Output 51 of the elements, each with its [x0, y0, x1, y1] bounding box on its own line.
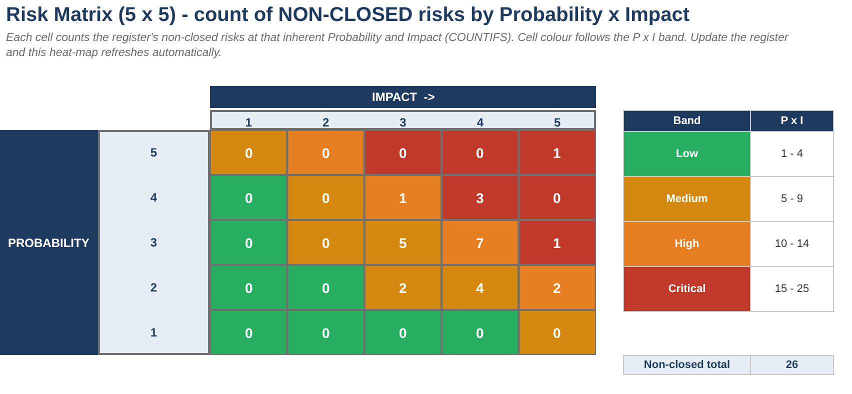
- data-label: 0: [553, 190, 561, 206]
- data-label: 3: [476, 190, 484, 206]
- data-label: 0: [245, 190, 253, 206]
- data-label: 0: [476, 145, 484, 161]
- data-label: 0: [245, 235, 253, 251]
- category-label: High: [624, 222, 750, 266]
- y-tick-label: 2: [150, 280, 158, 295]
- data-label: 0: [476, 325, 484, 341]
- x-tick-label: 5: [554, 116, 562, 130]
- data-label: 0: [322, 280, 330, 296]
- category-label: Low: [624, 132, 750, 176]
- x-axis-title: IMPACT ->: [372, 90, 435, 104]
- text: Band: [624, 110, 750, 132]
- category-label: Critical: [624, 266, 750, 312]
- y-tick-label: 1: [150, 326, 158, 340]
- data-label: 1: [553, 235, 561, 251]
- data-label: 4: [476, 280, 484, 296]
- data-label: 0: [322, 325, 330, 341]
- text: 10 - 14: [774, 238, 810, 250]
- data-label: 0: [553, 325, 561, 341]
- text: 1 - 4: [780, 148, 803, 160]
- data-label: 0: [245, 325, 253, 341]
- data-label: 2: [399, 280, 407, 296]
- data-label: 0: [322, 235, 330, 251]
- data-label: 7: [476, 235, 484, 251]
- y-axis-title: PROBABILITY: [8, 236, 90, 250]
- text: Non-closed total: [624, 356, 750, 374]
- data-label: 5: [399, 235, 407, 251]
- data-label: 0: [245, 145, 253, 161]
- x-tick-label: 2: [322, 116, 330, 130]
- y-tick-label: 4: [150, 190, 158, 205]
- data-label: 0: [245, 280, 253, 296]
- text: P x I: [750, 110, 834, 132]
- data-label: 0: [322, 190, 330, 206]
- chart-subtitle: Each cell counts the register's non-closed risks at that inherent Probability and Impact (COUNTIFS). Cell colour follows the P x I band. Update the register and this heat-map refreshes automatically.: [6, 31, 790, 61]
- text: 15 - 25: [774, 283, 810, 295]
- category-label: Medium: [624, 176, 750, 222]
- text: 5 - 9: [780, 193, 803, 205]
- data-label: 1: [553, 145, 561, 161]
- x-tick-label: 3: [400, 116, 407, 130]
- data-label: 0: [399, 325, 407, 341]
- data-label: 1: [399, 190, 407, 206]
- y-tick-label: 3: [150, 236, 158, 250]
- text: 26: [750, 356, 834, 374]
- data-label: 2: [553, 280, 561, 296]
- data-label: 0: [322, 145, 330, 161]
- y-tick-label: 5: [150, 146, 158, 160]
- x-tick-label: 1: [245, 116, 252, 130]
- data-label: 0: [399, 145, 407, 161]
- x-tick-label: 4: [476, 116, 484, 130]
- chart-title: Risk Matrix (5 x 5) - count of NON-CLOSED risks by Probability x Impact: [6, 4, 690, 27]
